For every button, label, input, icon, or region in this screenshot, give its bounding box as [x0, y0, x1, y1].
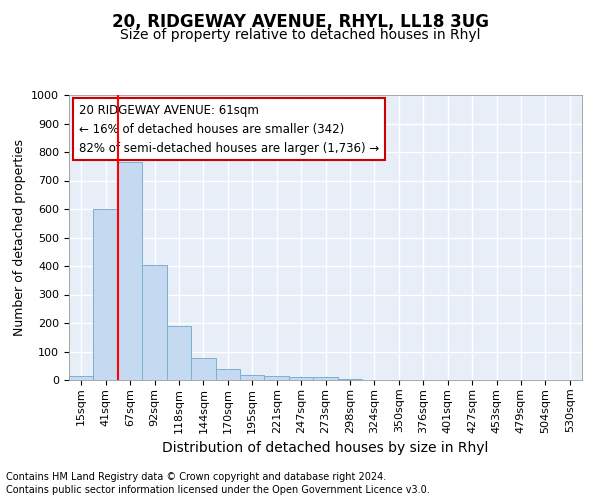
Bar [191, 358, 215, 380]
Text: Contains HM Land Registry data © Crown copyright and database right 2024.: Contains HM Land Registry data © Crown c… [6, 472, 386, 482]
Bar [118, 162, 142, 380]
Bar [240, 375, 265, 380]
Text: Size of property relative to detached houses in Rhyl: Size of property relative to detached ho… [120, 28, 480, 42]
Bar [289, 377, 313, 380]
Bar [338, 378, 362, 380]
Bar [94, 209, 118, 380]
Y-axis label: Number of detached properties: Number of detached properties [13, 139, 26, 336]
Bar [265, 376, 289, 380]
Bar [215, 369, 240, 380]
Text: 20, RIDGEWAY AVENUE, RHYL, LL18 3UG: 20, RIDGEWAY AVENUE, RHYL, LL18 3UG [112, 12, 488, 30]
Text: 20 RIDGEWAY AVENUE: 61sqm
← 16% of detached houses are smaller (342)
82% of semi: 20 RIDGEWAY AVENUE: 61sqm ← 16% of detac… [79, 104, 380, 154]
Bar [167, 326, 191, 380]
Bar [313, 376, 338, 380]
Text: Contains public sector information licensed under the Open Government Licence v3: Contains public sector information licen… [6, 485, 430, 495]
Bar [142, 264, 167, 380]
X-axis label: Distribution of detached houses by size in Rhyl: Distribution of detached houses by size … [163, 441, 488, 455]
Bar [69, 376, 94, 380]
